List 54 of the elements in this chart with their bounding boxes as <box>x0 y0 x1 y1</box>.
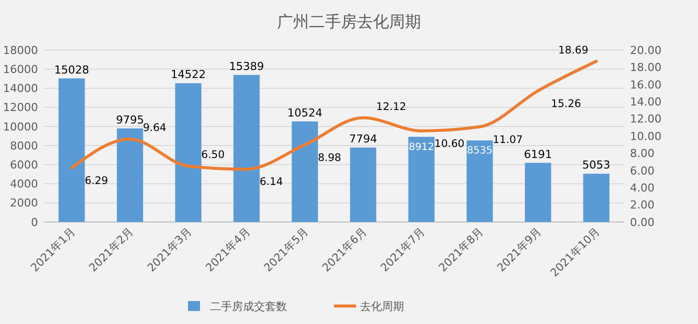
bar <box>583 174 610 222</box>
bar <box>292 121 318 222</box>
y2-tick-label: 14.00 <box>630 95 662 108</box>
y2-tick-label: 12.00 <box>630 112 662 126</box>
y2-tick-label: 2.00 <box>630 198 654 212</box>
bar <box>116 128 144 222</box>
data-label: 11.07 <box>492 134 523 146</box>
y-tick-label: 12000 <box>3 101 38 114</box>
y-tick-label: 2000 <box>10 196 38 210</box>
data-label: 15389 <box>229 60 264 73</box>
bar <box>58 78 85 222</box>
bar <box>350 148 376 222</box>
data-label: 8912 <box>408 142 434 153</box>
bar <box>524 162 552 222</box>
y2-tick-label: 10.00 <box>630 130 662 143</box>
y2-tick-label: 6.00 <box>630 164 654 178</box>
data-label: 10.60 <box>434 138 464 150</box>
y-tick-label: 0 <box>31 216 38 229</box>
data-label: 14522 <box>170 68 206 82</box>
bar <box>466 140 493 222</box>
data-label: 6.29 <box>84 174 108 187</box>
legend-label: 去化周期 <box>360 300 404 313</box>
chart-title: 广州二手房去化周期 <box>277 12 421 31</box>
data-label: 8.98 <box>318 152 342 164</box>
data-label: 10524 <box>287 106 322 120</box>
data-label: 7794 <box>349 132 378 146</box>
data-label: 5053 <box>582 158 610 172</box>
data-label: 6191 <box>524 148 552 161</box>
data-label: 12.12 <box>376 100 406 113</box>
y2-tick-label: 4.00 <box>630 181 654 194</box>
y-tick-label: 6000 <box>10 158 38 172</box>
y-tick-label: 18000 <box>3 44 38 57</box>
y-tick-label: 14000 <box>3 82 38 96</box>
y-tick-label: 10000 <box>3 120 38 134</box>
y-tick-label: 4000 <box>10 178 38 191</box>
bar <box>408 136 435 222</box>
data-label: 9.64 <box>142 122 167 134</box>
bar <box>233 74 260 222</box>
data-label: 18.69 <box>558 44 588 56</box>
legend-label: 二手房成交套数 <box>210 300 287 313</box>
data-label: 15.26 <box>551 98 582 110</box>
y2-tick-label: 8.00 <box>630 147 654 160</box>
data-label: 6.50 <box>201 149 225 162</box>
y2-tick-label: 18.00 <box>630 61 662 74</box>
y2-tick-label: 20.00 <box>630 44 662 57</box>
y-tick-label: 16000 <box>3 62 38 76</box>
y-tick-label: 8000 <box>10 139 38 152</box>
data-label: 15028 <box>54 63 90 76</box>
y2-tick-label: 16.00 <box>630 78 662 92</box>
data-label: 6.14 <box>260 176 284 188</box>
y2-tick-label: 0.00 <box>630 216 654 229</box>
data-label: 8535 <box>467 145 492 156</box>
bar <box>175 83 202 222</box>
data-label: 9795 <box>116 113 144 126</box>
